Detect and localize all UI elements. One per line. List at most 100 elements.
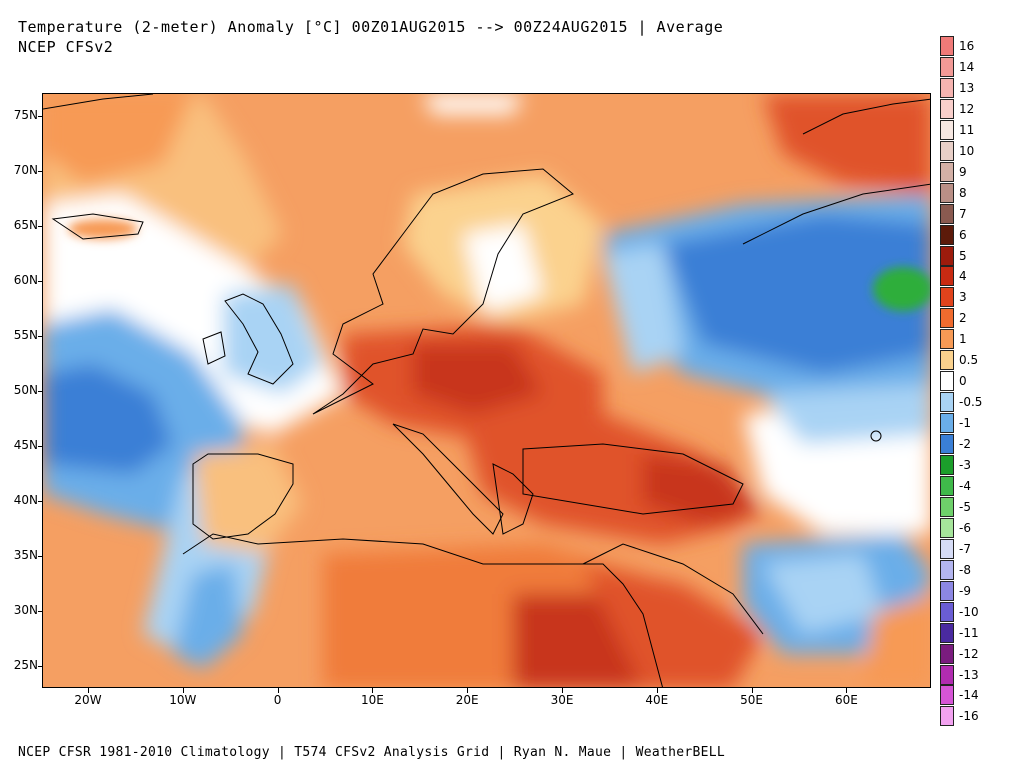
colorbar-swatch [940,538,954,559]
colorbar-swatch [940,119,954,140]
longitude-tick [656,688,658,693]
longitude-label: 20W [74,693,102,707]
colorbar-swatch [940,455,954,475]
latitude-tick [38,446,43,447]
colorbar-swatch [940,496,954,517]
latitude-label: 45N [13,438,38,452]
longitude-tick [182,688,184,693]
colorbar-swatch [940,434,954,455]
anomaly-field [43,94,930,687]
colorbar-swatch [940,392,954,413]
longitude-tick [467,688,469,693]
colorbar-swatch [940,580,954,601]
latitude-label: 25N [13,658,38,672]
colorbar-label: -7 [959,541,971,556]
colorbar-label: -5 [959,499,971,514]
colorbar-swatch [940,664,954,685]
colorbar-label: 10 [959,143,975,158]
longitude-tick [277,688,279,693]
latitude-label: 60N [13,273,38,287]
colorbar-label: 0 [959,374,967,389]
colorbar-swatch [940,350,954,371]
longitude-label: 20E [455,693,479,707]
latitude-tick [38,666,43,667]
colorbar-label: 8 [959,185,967,200]
colorbar-label: -2 [959,437,971,452]
latitude-label: 65N [13,218,38,232]
latitude-label: 35N [13,548,38,562]
latitude-tick [38,501,43,502]
latitude-label: 40N [13,493,38,507]
anomaly-map [42,93,931,688]
colorbar-swatch [940,182,954,203]
latitude-label: 70N [13,163,38,177]
longitude-label: 10E [360,693,384,707]
longitude-label: 0 [273,693,282,707]
colorbar-swatch [940,245,954,266]
colorbar-label: -4 [959,478,971,493]
longitude-label: 50E [740,693,764,707]
colorbar-label: -16 [959,709,979,724]
colorbar-label: 0.5 [959,353,979,368]
colorbar-label: 13 [959,80,975,95]
colorbar-swatch [940,517,954,538]
map-subtitle: NCEP CFSv2 [18,38,114,56]
latitude-tick [38,336,43,337]
latitude-tick [38,116,43,117]
colorbar-label: -10 [959,604,979,619]
colorbar-label: -1 [959,416,971,431]
colorbar-label: 4 [959,269,967,284]
latitude-label: 55N [13,328,38,342]
colorbar-swatch [940,161,954,182]
colorbar-label: 6 [959,227,967,242]
map-title: Temperature (2-meter) Anomaly [°C] 00Z01… [18,18,724,36]
longitude-tick [846,688,848,693]
footer-credits: NCEP CFSR 1981-2010 Climatology | T574 C… [18,745,726,760]
longitude-label: 60E [834,693,858,707]
colorbar-swatch [940,77,954,98]
colorbar-swatch [940,475,954,496]
latitude-tick [38,611,43,612]
colorbar-label: -6 [959,520,971,535]
colorbar-swatch [940,203,954,224]
colorbar-label: 14 [959,59,975,74]
colorbar-swatch [940,643,954,664]
latitude-tick [38,171,43,172]
colorbar-label: 12 [959,101,975,116]
longitude-tick [751,688,753,693]
longitude-tick [372,688,374,693]
colorbar-label: 11 [959,122,975,137]
latitude-tick [38,391,43,392]
latitude-tick [38,226,43,227]
colorbar-label: 3 [959,290,967,305]
colorbar-swatch [940,559,954,580]
colorbar-swatch [940,622,954,643]
latitude-tick [38,556,43,557]
colorbar-label: -3 [959,458,971,472]
colorbar-swatch [940,224,954,245]
colorbar-label: -12 [959,646,979,661]
colorbar-label: -14 [959,688,979,703]
colorbar-swatch [940,329,954,350]
colorbar-label: 5 [959,248,967,263]
colorbar-label: -11 [959,625,979,640]
colorbar-swatch [940,413,954,434]
latitude-label: 50N [13,383,38,397]
latitude-label: 75N [13,108,38,122]
colorbar-label: -0.5 [959,395,983,410]
colorbar-label: -13 [959,667,979,682]
colorbar-label: -8 [959,562,971,577]
latitude-label: 30N [13,603,38,617]
colorbar-label: 7 [959,206,967,221]
longitude-label: 10W [169,693,197,707]
longitude-tick [562,688,563,693]
longitude-tick [88,688,89,693]
colorbar-swatch [940,56,954,77]
colorbar-swatch [940,266,954,287]
longitude-label: 40E [645,693,669,707]
colorbar-swatch [940,287,954,308]
coastlines [43,94,930,687]
colorbar-label: 2 [959,311,967,326]
colorbar-swatch [940,685,954,706]
colorbar-swatch [940,36,954,56]
